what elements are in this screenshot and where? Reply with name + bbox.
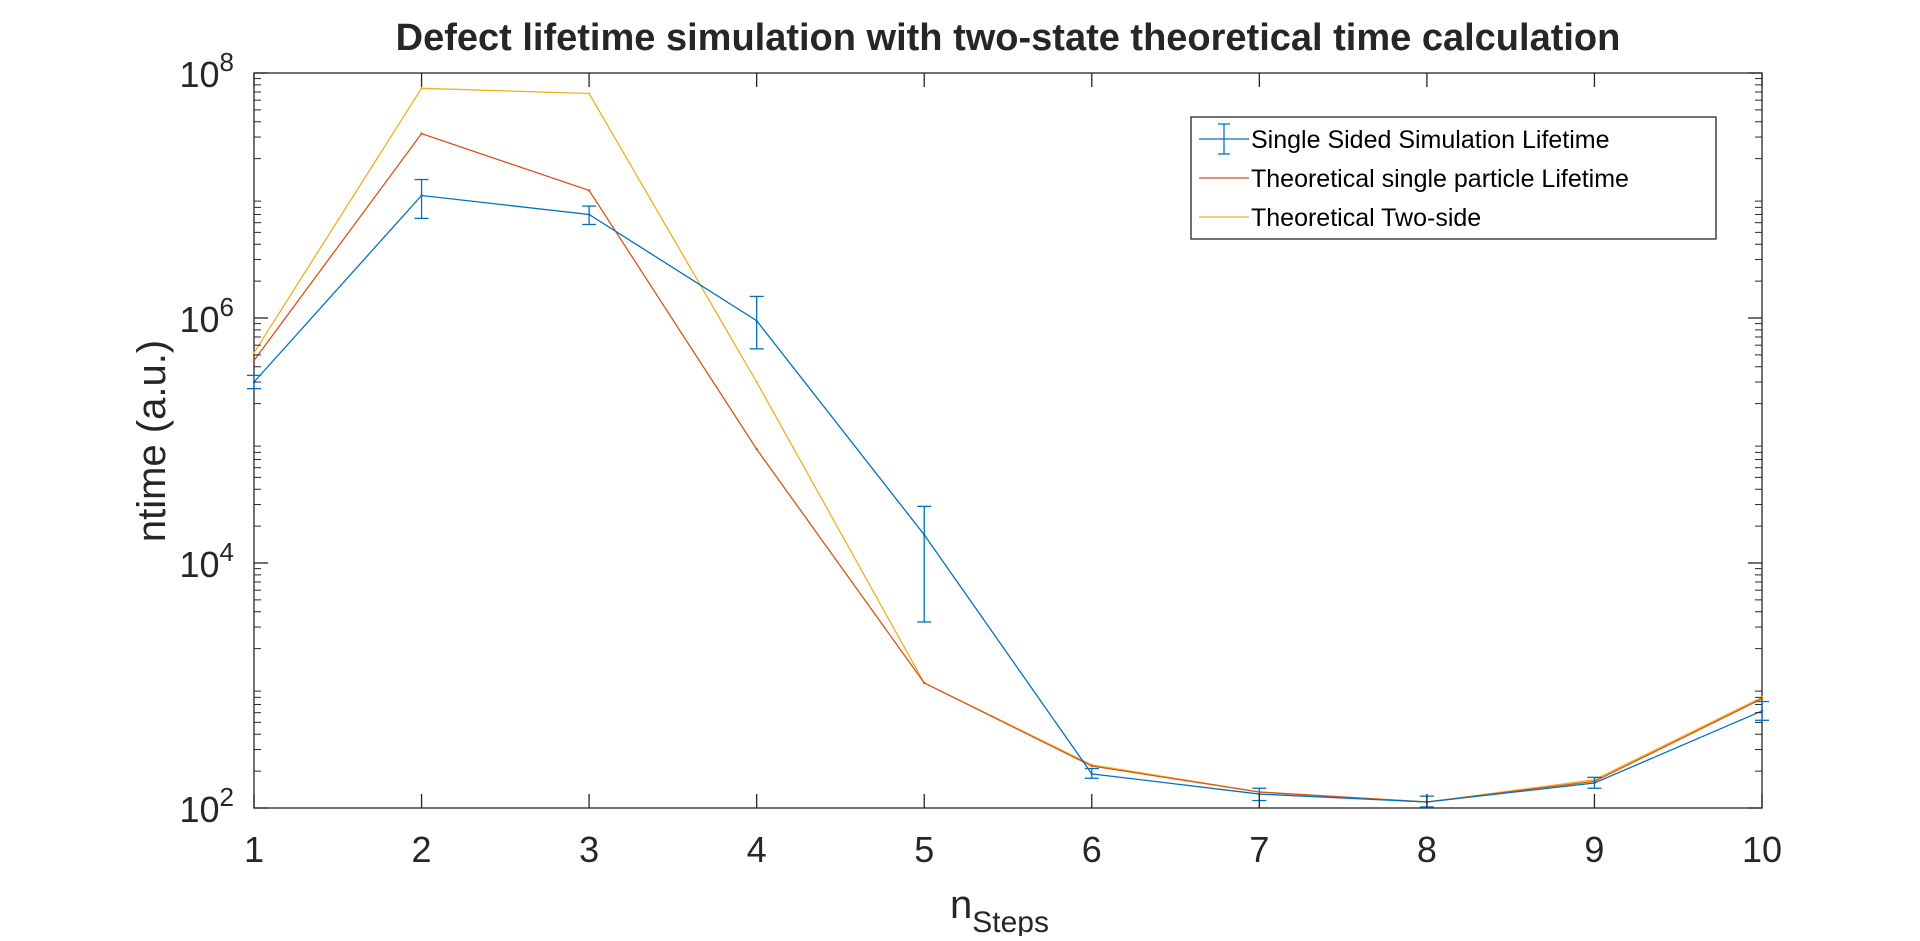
legend-label: Single Sided Simulation Lifetime (1251, 126, 1610, 154)
y-tick-label-exponent: 2 (220, 782, 234, 812)
series-layer (247, 87, 1769, 808)
x-tick-label: 8 (1417, 829, 1437, 870)
x-tick-label: 2 (412, 829, 432, 870)
data-point (755, 447, 758, 451)
legend-item-3: Theoretical Two-side (1199, 204, 1481, 232)
y-tick-label-exponent: 4 (220, 537, 234, 567)
x-axis-label-base: n (950, 883, 972, 927)
error-bar (582, 205, 597, 226)
legend-label: Theoretical single particle Lifetime (1251, 165, 1629, 193)
series-line (253, 194, 1763, 803)
x-tick-label: 10 (1742, 829, 1782, 870)
y-tick-label: 108 (179, 47, 234, 95)
y-tick-label: 106 (179, 292, 234, 340)
data-point (755, 380, 758, 384)
x-axis-label: nSteps (950, 883, 1049, 936)
legend-label: Theoretical Two-side (1251, 204, 1481, 232)
data-point (1760, 697, 1764, 700)
y-tick-label-exponent: 6 (220, 292, 234, 322)
data-point (1090, 764, 1093, 768)
data-point (420, 87, 423, 90)
error-bar (414, 178, 429, 220)
chart-title: Defect lifetime simulation with two-stat… (396, 17, 1621, 59)
y-axis-label: ntime (a.u.) (130, 340, 174, 542)
y-tick-label-exponent: 8 (220, 47, 234, 77)
y-tick-label: 102 (179, 782, 234, 830)
y-tick-label-base: 10 (179, 299, 219, 340)
series-line (253, 132, 1763, 803)
legend: Single Sided Simulation Lifetime Theoreti… (1190, 116, 1717, 240)
data-point (587, 189, 591, 192)
x-tick-label: 6 (1082, 829, 1102, 870)
error-bar (749, 295, 764, 350)
y-tick-label-base: 10 (179, 544, 219, 585)
x-tick-label: 5 (914, 829, 934, 870)
legend-box (1190, 116, 1717, 240)
y-tick-label: 104 (179, 537, 234, 585)
series-1 (247, 178, 1769, 808)
error-bar (1084, 767, 1099, 779)
y-tick-label-base: 10 (179, 789, 219, 830)
legend-item-1: Single Sided Simulation Lifetime (1199, 123, 1610, 155)
data-point (923, 681, 926, 685)
y-tick-label-base: 10 (179, 54, 219, 95)
data-point (420, 132, 423, 135)
x-tick-label: 7 (1249, 829, 1269, 870)
x-axis-label-subscript: Steps (972, 906, 1049, 936)
data-point (587, 92, 591, 95)
data-point (252, 351, 256, 354)
x-tick-label: 3 (579, 829, 599, 870)
error-bar (917, 505, 932, 623)
x-tick-label: 4 (747, 829, 767, 870)
legend-item-2: Theoretical single particle Lifetime (1199, 165, 1629, 193)
error-bar (1587, 776, 1602, 789)
data-point (252, 359, 256, 362)
x-tick-label: 1 (244, 829, 264, 870)
x-tick-label: 9 (1584, 829, 1604, 870)
